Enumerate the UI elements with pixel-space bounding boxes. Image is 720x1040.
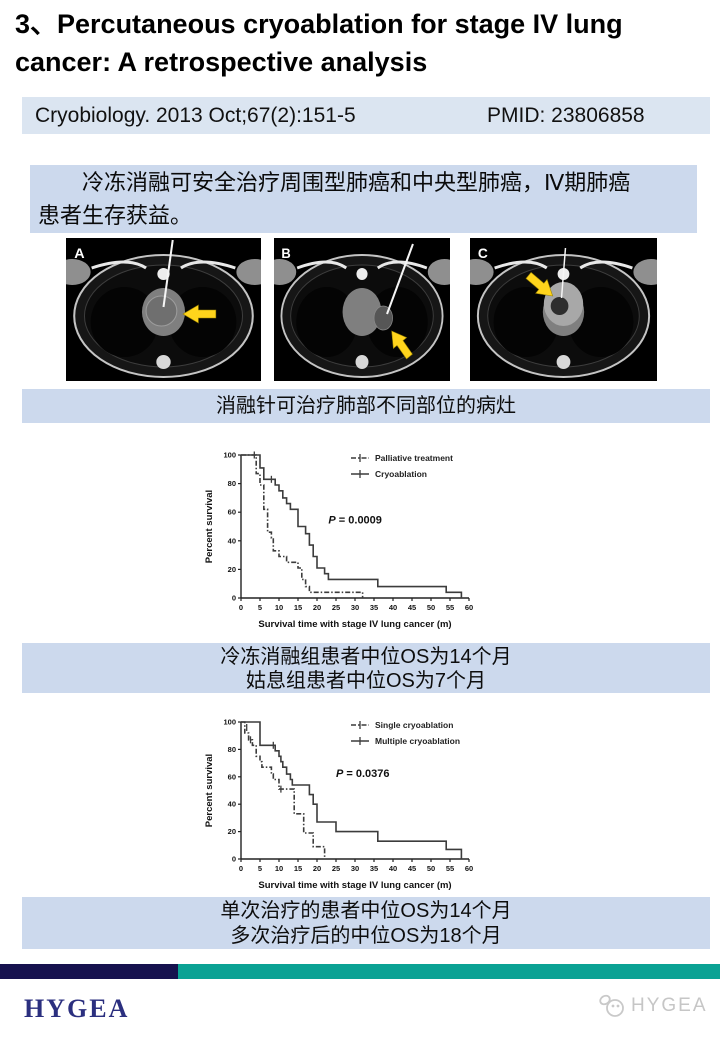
hygea-watermark-icon: [599, 994, 624, 1017]
panel-label-c: C: [478, 245, 488, 261]
ct-image-a: A: [66, 238, 261, 381]
x-tick-label: 10: [275, 864, 283, 873]
y-tick-label: 40: [228, 536, 236, 545]
x-tick-label: 45: [408, 603, 416, 612]
x-tick-label: 55: [446, 864, 454, 873]
x-tick-label: 60: [465, 864, 473, 873]
km2-caption-line-2: 多次治疗后的中位OS为18个月: [230, 925, 502, 947]
footer-navy-bar: [0, 964, 178, 979]
x-axis-label: Survival time with stage IV lung cancer …: [258, 619, 451, 630]
y-tick-label: 100: [223, 718, 236, 727]
km1-caption-band: 冷冻消融组患者中位OS为14个月 姑息组患者中位OS为7个月: [22, 643, 710, 693]
pmid-label: PMID: 23806858: [487, 103, 645, 127]
y-tick-label: 60: [228, 772, 236, 781]
x-tick-label: 50: [427, 603, 435, 612]
y-tick-label: 80: [228, 745, 236, 754]
y-tick-label: 40: [228, 800, 236, 809]
ct-figure-row: A B C: [0, 238, 720, 381]
series-line: [241, 721, 463, 859]
y-tick-label: 20: [228, 827, 236, 836]
y-tick-label: 60: [228, 508, 236, 517]
ablation-zone: [550, 297, 569, 315]
km-chart-palliative-vs-cryoablation: 0 5 10 15 20 25 30 35 40 45 50 55 60 0 20 40 60 80 100 Surv…: [203, 442, 483, 638]
page-title: 3、Percutaneous cryoablation for stage IV…: [15, 9, 623, 77]
km-chart-single-vs-multiple: 0 5 10 15 20 25 30 35 40 45 50 55 60 0 20 40 60 80 100 Surv…: [203, 709, 483, 899]
y-tick-label: 0: [232, 594, 236, 603]
p-value: P = 0.0376: [336, 768, 390, 780]
x-tick-label: 35: [370, 864, 378, 873]
x-axis-label: Survival time with stage IV lung cancer …: [258, 880, 451, 891]
y-axis-label: Percent survival: [204, 754, 215, 827]
x-tick-label: 25: [332, 603, 340, 612]
x-tick-label: 10: [275, 603, 283, 612]
x-tick-label: 40: [389, 864, 397, 873]
summary-box: 冷冻消融可安全治疗周围型肺癌和中央型肺癌，Ⅳ期肺癌 患者生存获益。: [30, 165, 697, 233]
x-tick-label: 25: [332, 864, 340, 873]
km1-caption-line-2: 姑息组患者中位OS为7个月: [245, 670, 487, 692]
series-line: [241, 454, 463, 598]
x-tick-label: 15: [294, 864, 302, 873]
ct-image-b: B: [274, 238, 450, 381]
figure-caption-band: 消融针可治疗肺部不同部位的病灶: [22, 389, 710, 423]
x-tick-label: 20: [313, 603, 321, 612]
km1-caption-line-1: 冷冻消融组患者中位OS为14个月: [220, 646, 512, 668]
cryoprobe-needle: [162, 239, 174, 308]
legend-label: Palliative treatment: [375, 453, 453, 463]
panel-label-b: B: [281, 246, 291, 262]
footer-teal-bar: [178, 964, 720, 979]
y-tick-label: 100: [223, 451, 236, 460]
y-axis-label: Percent survival: [204, 490, 215, 563]
summary-line-1: 冷冻消融可安全治疗周围型肺癌和中央型肺癌，Ⅳ期肺癌: [82, 170, 631, 195]
legend-label: Single cryoablation: [375, 720, 453, 730]
x-tick-label: 35: [370, 603, 378, 612]
y-tick-label: 0: [232, 855, 236, 864]
legend-label: Cryoablation: [375, 469, 427, 479]
x-tick-label: 55: [446, 603, 454, 612]
series-line: [241, 721, 326, 859]
ablation-zone: [373, 305, 393, 331]
x-tick-label: 30: [351, 864, 359, 873]
cryoprobe-needle: [560, 247, 567, 299]
x-tick-label: 20: [313, 864, 321, 873]
y-tick-label: 20: [228, 565, 236, 574]
x-tick-label: 15: [294, 603, 302, 612]
x-tick-label: 0: [239, 603, 243, 612]
citation-bar: Cryobiology. 2013 Oct;67(2):151-5 PMID: …: [22, 97, 710, 134]
x-tick-label: 30: [351, 603, 359, 612]
y-tick-label: 80: [228, 479, 236, 488]
x-tick-label: 5: [258, 603, 262, 612]
x-tick-label: 45: [408, 864, 416, 873]
hygea-watermark: HYGEA: [598, 993, 708, 1019]
watermark-label: HYGEA: [631, 995, 708, 1016]
series-line: [241, 454, 364, 598]
summary-line-2: 患者生存获益。: [38, 203, 193, 228]
legend-label: Multiple cryoablation: [375, 736, 460, 746]
km2-caption-band: 单次治疗的患者中位OS为14个月 多次治疗后的中位OS为18个月: [22, 897, 710, 949]
panel-label-a: A: [74, 246, 84, 262]
hygea-logo: HYGEA: [24, 994, 130, 1023]
x-tick-label: 0: [239, 864, 243, 873]
x-tick-label: 50: [427, 864, 435, 873]
x-tick-label: 40: [389, 603, 397, 612]
x-tick-label: 60: [465, 603, 473, 612]
ablation-zone: [145, 295, 178, 327]
x-tick-label: 5: [258, 864, 262, 873]
journal-reference: Cryobiology. 2013 Oct;67(2):151-5: [35, 103, 356, 127]
p-value: P = 0.0009: [328, 515, 382, 527]
ct-image-c: C: [470, 238, 657, 381]
km2-caption-line-1: 单次治疗的患者中位OS为14个月: [220, 900, 512, 922]
cryoprobe-needle: [386, 243, 414, 315]
